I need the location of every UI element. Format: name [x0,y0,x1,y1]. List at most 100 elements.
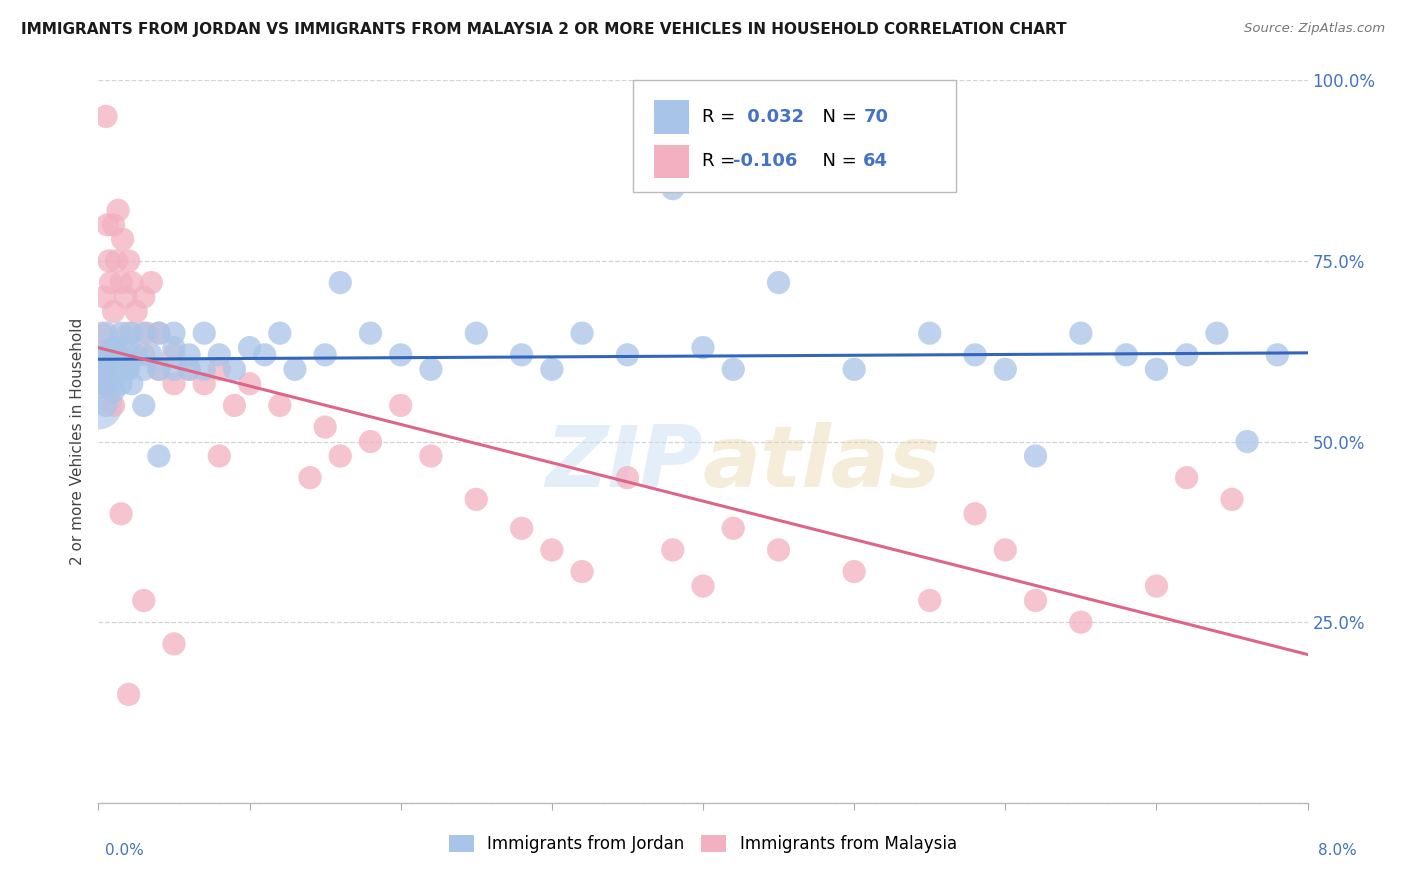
Point [163,348,186,362]
Point [193,376,215,391]
Point [994,362,1017,376]
Point [208,362,231,376]
Point [89,362,111,376]
Point [1070,615,1092,630]
Text: -0.106: -0.106 [733,152,797,169]
Point [1236,434,1258,449]
Point [125,304,148,318]
Point [768,542,790,557]
Point [114,362,136,376]
Point [118,687,141,701]
Point [105,253,128,268]
Point [768,276,790,290]
Point [121,276,143,290]
Point [540,362,562,376]
Point [269,326,291,340]
Point [389,348,412,362]
Point [540,542,562,557]
Point [135,326,157,340]
Point [105,341,128,355]
Point [90,326,112,340]
Point [118,362,141,376]
Point [110,326,132,340]
Point [148,326,170,340]
Point [163,362,186,376]
Point [1220,492,1243,507]
Point [132,290,155,304]
Text: 70: 70 [863,108,889,126]
Point [132,362,155,376]
Point [91,376,114,391]
Point [100,276,122,290]
Point [661,182,683,196]
Point [98,348,121,362]
Point [692,579,714,593]
Point [103,218,125,232]
Point [87,398,110,412]
Point [179,362,201,376]
Text: Source: ZipAtlas.com: Source: ZipAtlas.com [1244,22,1385,36]
Point [965,507,987,521]
Text: N =: N = [811,152,863,169]
Text: R =: R = [702,108,741,126]
Point [91,362,114,376]
Point [571,565,593,579]
Point [616,348,638,362]
Point [465,326,488,340]
Point [661,542,683,557]
Point [510,521,533,535]
Point [93,376,115,391]
Point [118,326,141,340]
Point [103,341,125,355]
Point [314,348,336,362]
Point [98,253,121,268]
Point [918,593,941,607]
Point [141,276,163,290]
Point [571,326,593,340]
Point [163,326,186,340]
Point [163,637,186,651]
Point [100,376,122,391]
Text: atlas: atlas [703,422,941,505]
Point [141,348,163,362]
Point [1206,326,1229,340]
Text: R =: R = [702,152,741,169]
Point [723,362,745,376]
Point [132,348,155,362]
Text: 0.0%: 0.0% [105,843,145,858]
Point [360,434,382,449]
Y-axis label: 2 or more Vehicles in Household: 2 or more Vehicles in Household [70,318,86,566]
Point [118,253,141,268]
Point [918,326,941,340]
Point [94,326,117,340]
Point [163,341,186,355]
Point [96,218,118,232]
Point [224,398,246,412]
Point [179,348,201,362]
Point [132,398,155,412]
Point [121,376,143,391]
Point [208,449,231,463]
Point [132,593,155,607]
Point [284,362,307,376]
Point [90,348,112,362]
Text: ZIP: ZIP [546,422,703,505]
Point [389,398,412,412]
Point [965,348,987,362]
Point [723,521,745,535]
Text: 8.0%: 8.0% [1317,843,1357,858]
Point [121,326,143,340]
Text: 64: 64 [863,152,889,169]
Point [112,362,135,376]
Point [360,326,382,340]
Point [1070,326,1092,340]
Point [329,276,352,290]
Point [103,384,125,398]
Point [299,470,322,484]
Point [105,348,128,362]
Point [1146,579,1168,593]
Point [111,232,134,246]
Point [91,376,114,391]
Point [148,362,170,376]
Point [107,203,129,218]
